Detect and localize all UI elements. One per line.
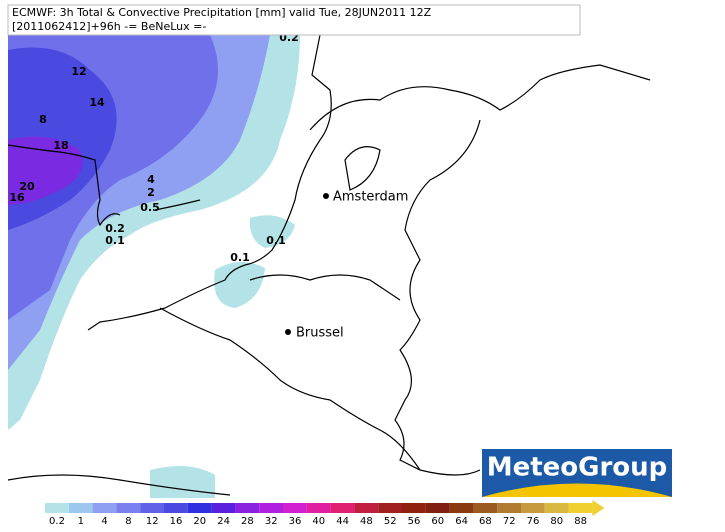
colorbar-label: 36: [289, 516, 302, 527]
logo-text: MeteoGroup: [487, 453, 668, 483]
colorbar-label: 28: [241, 516, 254, 527]
colorbar-label: 48: [360, 516, 373, 527]
colorbar-swatch: [259, 503, 283, 513]
colorbar-swatch: [306, 503, 331, 513]
colorbar-label: 32: [265, 516, 278, 527]
colorbar-swatch: [140, 503, 164, 513]
contour-label: 0.1: [266, 234, 286, 247]
colorbar-arrow: [592, 500, 605, 516]
colorbar-swatch: [568, 503, 593, 513]
colorbar-swatch: [330, 503, 355, 513]
colorbar-label: 88: [574, 516, 587, 527]
colorbar-label: 76: [527, 516, 540, 527]
contour-label: 4: [147, 173, 155, 186]
colorbar-swatch: [68, 503, 93, 513]
colorbar-swatch: [449, 503, 474, 513]
contour-label: 12: [71, 65, 86, 78]
colorbar-swatch: [402, 503, 426, 513]
city-dot: [323, 193, 329, 199]
colorbar-label: 1: [78, 516, 84, 527]
colorbar-label: 0.2: [49, 516, 65, 527]
contour-label: 0.1: [230, 251, 250, 264]
contour-label: 0.5: [140, 201, 160, 214]
colorbar-swatch: [92, 503, 117, 513]
coastlines: [7, 34, 651, 496]
colorbar-swatch: [378, 503, 402, 513]
contour-label: 2: [147, 186, 155, 199]
colorbar-label: 68: [479, 516, 492, 527]
logo-arc: [482, 483, 672, 497]
header-line: ECMWF: 3h Total & Convective Precipitati…: [12, 6, 432, 19]
colorbar-label: 24: [217, 516, 230, 527]
colorbar-label: 56: [408, 516, 421, 527]
colorbar-label: 8: [125, 516, 131, 527]
header-line: [2011062412]+96h -= BeNeLux =-: [12, 20, 206, 33]
colorbar-label: 60: [431, 516, 444, 527]
colorbar-label: 52: [384, 516, 397, 527]
colorbar-swatch: [164, 503, 188, 513]
colorbar-swatch: [116, 503, 141, 513]
colorbar-label: 16: [170, 516, 183, 527]
colorbar-swatch: [211, 503, 236, 513]
contour-label: 20: [19, 180, 35, 193]
contour-label: 8: [39, 113, 47, 126]
colorbar-label: 80: [550, 516, 563, 527]
colorbar-label: 12: [146, 516, 159, 527]
city-dot: [285, 329, 291, 335]
colorbar-swatch: [187, 503, 212, 513]
contour-label: 0.1: [105, 234, 125, 247]
colorbar-swatch: [473, 503, 498, 513]
colorbar-label: 72: [503, 516, 516, 527]
colorbar-swatch: [235, 503, 260, 513]
contour-label: 0.2: [105, 222, 125, 235]
contour-label: 18: [53, 139, 68, 152]
colorbar: 0.2 1 4 8 12 16 20 24 28 32 36 40 44 48 52 56 60 64 68 72 76…: [45, 500, 605, 527]
precip-shading: [8, 35, 300, 498]
colorbar-swatch: [354, 503, 379, 513]
colorbar-swatch: [45, 503, 69, 513]
contour-label: 14: [89, 96, 105, 109]
colorbar-swatch: [425, 503, 450, 513]
colorbar-label: 64: [455, 516, 468, 527]
contour-label: 16: [9, 191, 25, 204]
city-label: Brussel: [296, 326, 344, 341]
colorbar-swatch: [283, 503, 307, 513]
colorbar-label: 44: [336, 516, 349, 527]
colorbar-swatch: [544, 503, 569, 513]
colorbar-swatch: [497, 503, 521, 513]
colorbar-label: 20: [193, 516, 206, 527]
colorbar-swatch: [521, 503, 545, 513]
header-box: [7, 4, 581, 36]
city-label: Amsterdam: [333, 190, 408, 205]
colorbar-label: 40: [312, 516, 325, 527]
colorbar-label: 4: [101, 516, 107, 527]
